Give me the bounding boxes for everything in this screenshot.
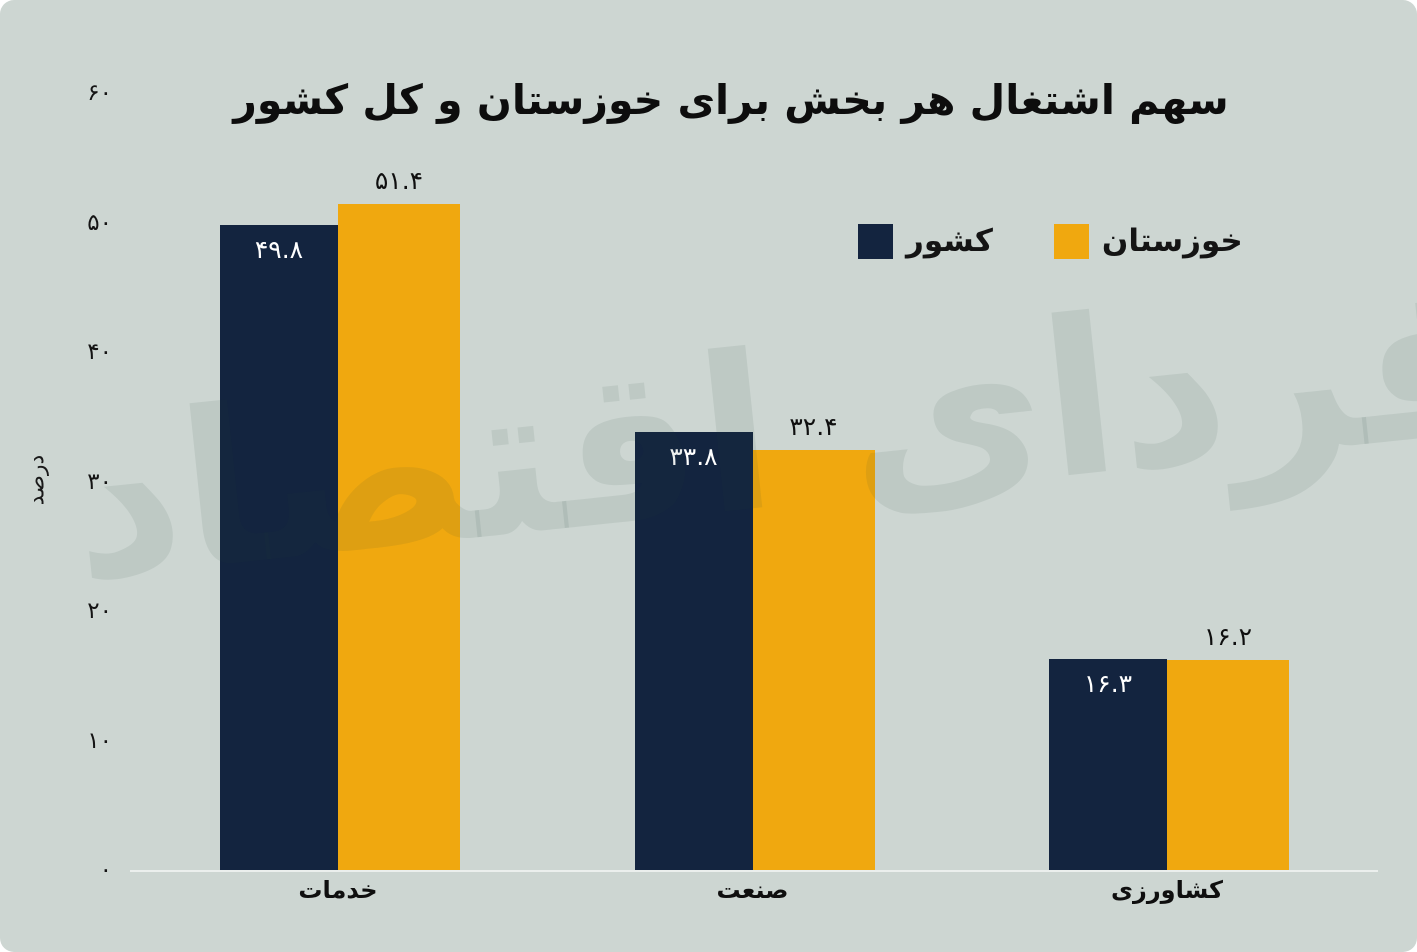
bar-کشور-خدمات (220, 225, 338, 870)
legend: کشور خوزستان (858, 220, 1243, 262)
bar-کشور-کشاورزی (1049, 658, 1167, 870)
bar-value-label: ۴۹.۸ (254, 235, 304, 265)
x-axis-line (130, 870, 1378, 872)
bar-value-label: ۵۱.۴ (374, 166, 424, 196)
legend-label-country: کشور (906, 223, 993, 259)
y-tick-label: ۱۰ (87, 727, 112, 754)
x-axis-label-خدمات: خدمات (298, 876, 378, 904)
bar-value-label: ۳۲.۴ (789, 412, 838, 442)
y-tick-label: ۴۰ (87, 339, 112, 365)
legend-swatch-country (858, 223, 893, 259)
bar-value-label: ۳۳.۸ (669, 442, 718, 472)
bar-value-label: ۱۶.۲ (1203, 622, 1253, 652)
chart-title: سهم اشتغال هر بخش برای خوزستان و کل کشور (233, 76, 1229, 124)
bar-خوزستان-صنعت (752, 450, 875, 870)
y-tick-label: ۶۰ (87, 80, 112, 106)
legend-label-khuzestan: خوزستان (1101, 223, 1243, 259)
y-tick-label: ۲۰ (87, 598, 112, 624)
bar-value-label: ۱۶.۳ (1083, 668, 1133, 698)
y-tick-label: ۳۰ (87, 468, 112, 495)
x-axis-label-کشاورزی: کشاورزی (1111, 876, 1223, 904)
bar-خوزستان-کشاورزی (1167, 660, 1289, 870)
bar-کشور-صنعت (634, 432, 753, 870)
x-axis-label-صنعت: صنعت (716, 876, 789, 904)
y-tick-label: ۰ (99, 857, 112, 883)
legend-swatch-khuzestan (1053, 223, 1089, 259)
y-tick-label: ۵۰ (87, 209, 112, 236)
bar-خوزستان-خدمات (338, 204, 460, 870)
